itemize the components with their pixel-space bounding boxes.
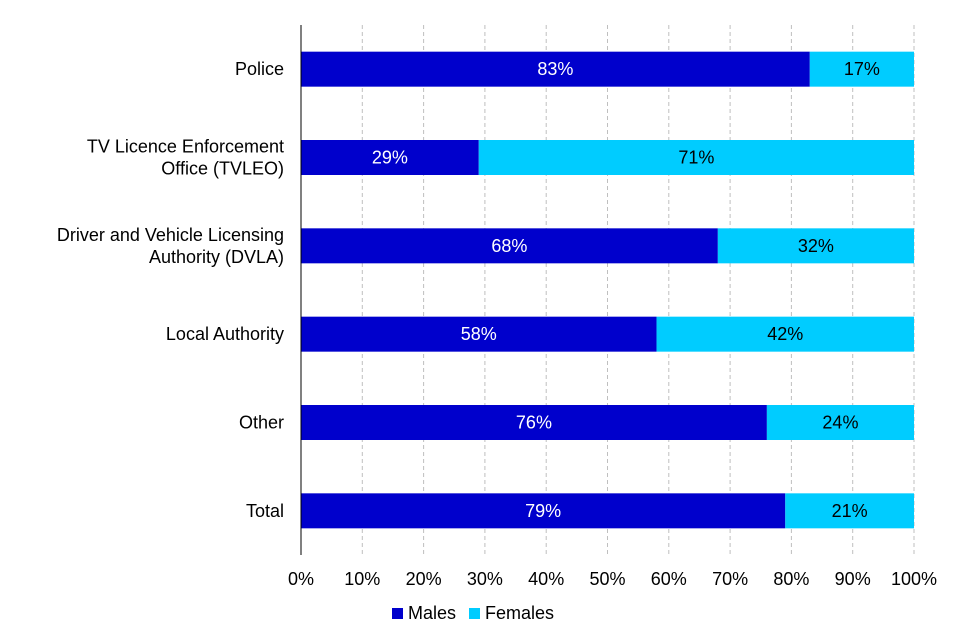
- bar-males: [301, 405, 767, 440]
- category-label: TV Licence Enforcement: [87, 137, 284, 157]
- category-label: Police: [235, 59, 284, 79]
- legend-swatch-males: [392, 608, 403, 619]
- bar-females: [478, 140, 914, 175]
- x-tick-label: 30%: [467, 569, 503, 589]
- data-label: 24%: [822, 413, 858, 433]
- bars: 83% 17% 29% 71% 68% 32% 58% 42% 76% 24% 79% 21%: [301, 51, 914, 529]
- category-label: Total: [246, 501, 284, 521]
- category-label: Other: [239, 413, 284, 433]
- bar-females: [656, 316, 914, 352]
- bar-males: [301, 140, 479, 175]
- data-label: 32%: [798, 236, 834, 256]
- category-label: Authority (DVLA): [149, 247, 284, 267]
- category-label: Local Authority: [166, 324, 284, 344]
- data-label: 71%: [678, 148, 714, 168]
- x-tick-label: 80%: [773, 569, 809, 589]
- data-label: 76%: [516, 413, 552, 433]
- data-label: 21%: [832, 501, 868, 521]
- bar-males: [301, 51, 810, 87]
- bar-females: [785, 493, 914, 529]
- x-tick-label: 70%: [712, 569, 748, 589]
- bar-males: [301, 493, 786, 529]
- x-tick-labels: 0% 10% 20% 30% 40% 50% 60% 70% 80% 90% 100%: [288, 569, 937, 589]
- x-tick-label: 10%: [344, 569, 380, 589]
- legend-label-females: Females: [485, 603, 554, 623]
- legend: Males Females: [392, 603, 554, 623]
- data-label: 83%: [537, 59, 573, 79]
- x-tick-label: 20%: [406, 569, 442, 589]
- legend-swatch-females: [469, 608, 480, 619]
- x-tick-label: 50%: [589, 569, 625, 589]
- category-label: Driver and Vehicle Licensing: [57, 225, 284, 245]
- category-label: Office (TVLEO): [161, 159, 284, 179]
- x-tick-label: 90%: [835, 569, 871, 589]
- legend-label-males: Males: [408, 603, 456, 623]
- gridlines: [361, 25, 915, 555]
- data-label: 68%: [491, 236, 527, 256]
- x-tick-label: 60%: [651, 569, 687, 589]
- bar-males: [301, 228, 718, 264]
- data-label: 42%: [767, 324, 803, 344]
- x-tick-label: 100%: [891, 569, 937, 589]
- bar-females: [766, 405, 914, 440]
- data-label: 79%: [525, 501, 561, 521]
- bar-females: [809, 51, 914, 87]
- data-label: 17%: [844, 59, 880, 79]
- bar-females: [717, 228, 914, 264]
- bar-males: [301, 316, 657, 352]
- x-tick-label: 0%: [288, 569, 314, 589]
- data-label: 58%: [461, 324, 497, 344]
- x-tick-label: 40%: [528, 569, 564, 589]
- data-label: 29%: [372, 148, 408, 168]
